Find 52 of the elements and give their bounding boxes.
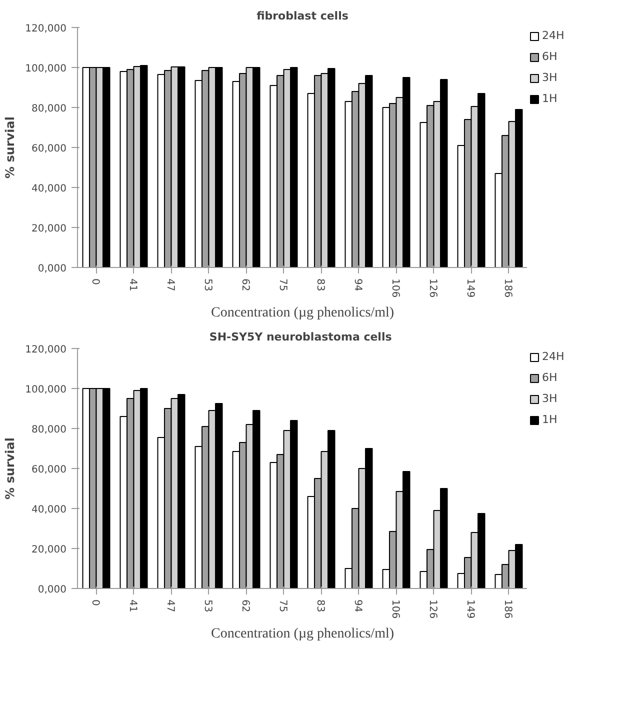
x-tick-label: 126 (426, 600, 438, 619)
x-tick-label: 47 (164, 278, 176, 292)
legend-label: 1H (542, 413, 558, 426)
y-axis-title: % survial (3, 116, 18, 178)
x-tick-label: 94 (352, 600, 363, 612)
y-tick-label: 60,000 (32, 464, 67, 476)
y-tick-label: 120,000 (25, 24, 67, 34)
x-tick-label: 186 (502, 600, 513, 619)
y-tick-label: 80,000 (32, 104, 67, 114)
x-tick-label: 149 (464, 600, 476, 619)
y-tick-label: 20,000 (32, 544, 67, 556)
x-tick-label: 0 (89, 278, 100, 285)
x-tick-label: 62 (239, 278, 250, 292)
x-axis-title: Concentration (µg phenolics/ml) (210, 626, 394, 642)
x-tick-label: 41 (126, 278, 138, 292)
chart-title: fibroblast cells (256, 10, 349, 22)
x-tick-label: 83 (314, 600, 326, 612)
legend-label: 1H (542, 92, 558, 105)
x-tick-label: 75 (276, 600, 288, 612)
y-tick-label: 20,000 (32, 224, 67, 234)
y-tick-label: 100,000 (25, 384, 67, 396)
x-tick-label: 0 (89, 600, 100, 606)
y-tick-label: 0,000 (38, 584, 67, 596)
x-tick-label: 75 (276, 278, 288, 292)
chart-title: SH-SY5Y neuroblastoma cells (209, 330, 392, 344)
y-tick-label: 120,000 (25, 344, 67, 356)
legend-label: 3H (542, 71, 558, 84)
x-tick-label: 41 (126, 600, 138, 612)
x-tick-label: 94 (352, 278, 363, 292)
legend-label: 24H (542, 29, 564, 42)
x-tick-label: 53 (202, 600, 213, 612)
y-tick-label: 40,000 (32, 504, 67, 516)
x-tick-label: 126 (426, 278, 438, 298)
x-axis-title: Concentration (µg phenolics/ml) (210, 306, 394, 321)
legend-label: 6H (542, 50, 558, 63)
y-tick-label: 80,000 (32, 424, 67, 436)
x-tick-label: 106 (389, 600, 400, 619)
x-tick-label: 83 (314, 278, 326, 292)
x-tick-label: 62 (239, 600, 250, 612)
x-tick-label: 106 (389, 278, 400, 298)
y-tick-label: 0,000 (38, 264, 67, 274)
y-tick-label: 60,000 (32, 144, 67, 154)
y-axis-title: % survial (3, 438, 18, 500)
x-tick-label: 53 (202, 278, 213, 292)
legend-label: 3H (542, 392, 558, 405)
x-tick-label: 186 (502, 278, 513, 298)
y-tick-label: 100,000 (25, 64, 67, 74)
x-tick-label: 47 (164, 600, 176, 612)
x-tick-label: 149 (464, 278, 476, 298)
y-tick-label: 40,000 (32, 184, 67, 194)
legend-label: 24H (542, 350, 564, 363)
legend-label: 6H (542, 371, 558, 384)
